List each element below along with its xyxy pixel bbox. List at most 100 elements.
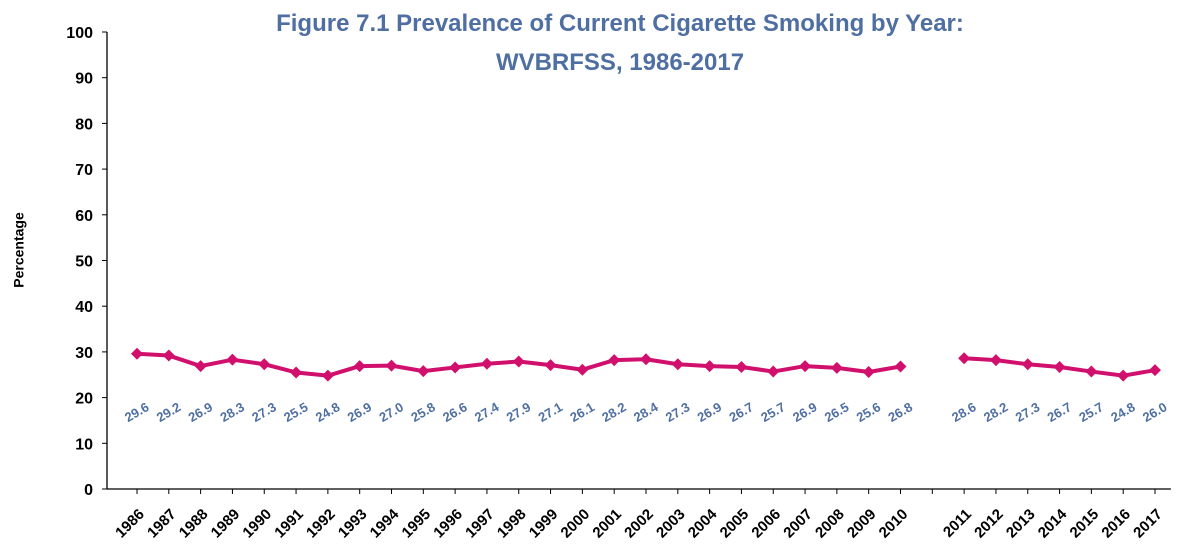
- data-label: 27.3: [1013, 399, 1042, 425]
- data-point: [1085, 365, 1098, 378]
- y-tick-label: 90: [75, 71, 93, 88]
- data-label: 25.6: [854, 399, 883, 425]
- data-point: [194, 360, 207, 373]
- x-tick-label: 2007: [780, 506, 816, 542]
- y-tick-label: 60: [75, 208, 93, 225]
- data-label: 27.9: [504, 399, 533, 425]
- y-tick-label: 20: [75, 391, 93, 408]
- x-tick-label: 1991: [271, 506, 307, 542]
- x-tick-label: 1986: [112, 506, 148, 542]
- data-point: [131, 347, 143, 360]
- data-label: 26.9: [345, 399, 374, 425]
- x-tick-label: 1999: [526, 506, 562, 542]
- data-point: [958, 352, 971, 365]
- data-label: 27.3: [249, 399, 278, 425]
- data-label: 27.3: [663, 399, 692, 425]
- data-point: [417, 365, 430, 378]
- x-tick-label: 1989: [208, 506, 244, 542]
- x-tick-label: 1987: [144, 506, 180, 542]
- x-tick-label: 1995: [399, 506, 435, 542]
- data-label: 26.6: [440, 399, 469, 425]
- data-label: 27.4: [472, 399, 502, 425]
- x-tick-label: 2010: [876, 506, 912, 542]
- data-point: [1149, 364, 1161, 377]
- data-point: [480, 357, 493, 370]
- data-label: 28.3: [217, 399, 246, 425]
- data-label: 28.6: [949, 399, 978, 425]
- x-tick-label: 2013: [1003, 506, 1039, 542]
- x-tick-label: 2017: [1130, 506, 1166, 542]
- x-tick-label: 2001: [589, 506, 625, 542]
- data-point: [162, 349, 175, 362]
- data-point: [290, 366, 303, 379]
- data-label: 27.1: [536, 399, 565, 425]
- data-label: 26.1: [567, 399, 596, 425]
- data-point: [258, 358, 271, 371]
- data-point: [321, 369, 334, 382]
- data-label: 25.7: [758, 399, 787, 425]
- data-point: [576, 363, 589, 376]
- data-point: [1117, 369, 1130, 382]
- x-tick-label: 1994: [367, 505, 403, 541]
- data-point: [226, 353, 239, 366]
- y-tick-label: 50: [75, 254, 93, 271]
- data-label: 27.0: [377, 399, 406, 425]
- data-label: 28.2: [599, 399, 628, 425]
- x-tick-label: 2006: [748, 506, 784, 542]
- data-point: [894, 360, 907, 373]
- y-tick-label: 70: [75, 162, 93, 179]
- data-label: 26.9: [186, 399, 215, 425]
- data-point: [1053, 360, 1066, 373]
- data-label: 25.7: [1076, 399, 1105, 425]
- y-tick-label: 40: [75, 299, 93, 316]
- data-point: [1021, 358, 1034, 371]
- data-label: 24.8: [1108, 399, 1137, 425]
- data-label: 28.4: [631, 399, 661, 425]
- x-tick-label: 1996: [430, 506, 466, 542]
- data-label: 25.8: [408, 399, 437, 425]
- data-point: [830, 361, 843, 374]
- data-label: 26.8: [886, 399, 915, 425]
- data-point: [385, 359, 398, 372]
- y-tick-label: 0: [84, 482, 93, 499]
- x-tick-label: 2003: [653, 506, 689, 542]
- data-point: [799, 360, 812, 373]
- y-tick-label: 30: [75, 345, 93, 362]
- x-tick-label: 2016: [1098, 506, 1134, 542]
- data-point: [512, 355, 525, 368]
- data-label: 24.8: [313, 399, 342, 425]
- data-point: [449, 361, 462, 374]
- data-point: [544, 359, 557, 372]
- data-label: 29.2: [154, 399, 183, 425]
- data-point: [353, 360, 366, 373]
- data-label: 26.9: [790, 399, 819, 425]
- x-tick-label: 2002: [621, 506, 657, 542]
- data-point: [862, 366, 875, 379]
- data-label: 26.0: [1140, 399, 1169, 425]
- data-label: 26.7: [1045, 399, 1074, 425]
- data-point: [671, 358, 684, 371]
- x-tick-label: 2005: [717, 506, 753, 542]
- data-point: [608, 354, 621, 367]
- data-point: [989, 354, 1002, 367]
- y-tick-label: 80: [75, 116, 93, 133]
- chart-subtitle: WVBRFSS, 1986-2017: [495, 49, 745, 76]
- x-tick-label: 1988: [176, 506, 212, 542]
- chart-title: Figure 7.1 Prevalence of Current Cigaret…: [276, 10, 964, 37]
- x-tick-label: 2015: [1067, 506, 1103, 542]
- data-point: [735, 360, 748, 373]
- x-tick-label: 2009: [844, 506, 880, 542]
- data-label: 26.5: [822, 399, 851, 425]
- x-tick-label: 1997: [462, 506, 498, 542]
- x-tick-label: 1992: [303, 506, 339, 542]
- x-tick-label: 2008: [812, 506, 848, 542]
- x-tick-label: 2011: [940, 506, 975, 541]
- y-tick-label: 100: [66, 25, 93, 42]
- x-tick-label: 2012: [971, 506, 1007, 542]
- y-tick-label: 10: [75, 436, 93, 453]
- x-tick-label: 1998: [494, 506, 530, 542]
- x-tick-label: 2004: [685, 505, 721, 541]
- x-tick-label: 1990: [239, 506, 275, 542]
- x-tick-label: 1993: [335, 506, 371, 542]
